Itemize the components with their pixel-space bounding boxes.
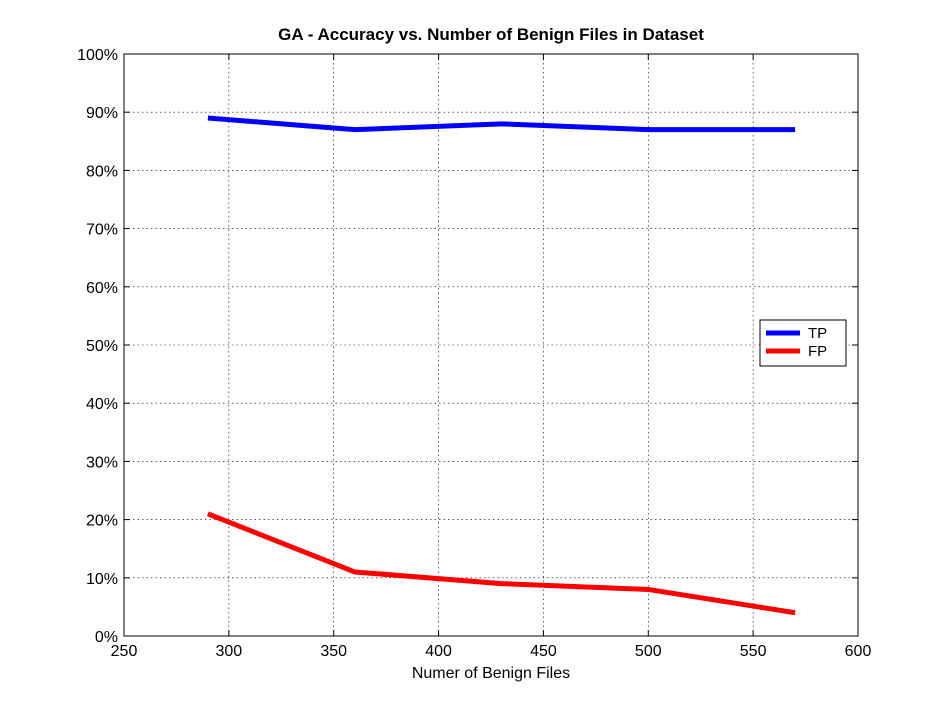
y-tick-label: 100% [77,47,118,64]
y-tick-label: 0% [95,629,118,646]
x-tick-label: 350 [320,643,347,660]
grid-lines [124,54,858,636]
x-tick-label: 550 [740,643,767,660]
y-tick-label: 20% [86,513,118,530]
x-axis-label: Numer of Benign Files [412,665,570,682]
chart-title: GA - Accuracy vs. Number of Benign Files… [278,25,704,44]
x-tick-label: 450 [530,643,557,660]
series-line-fp [206,511,796,616]
x-tick-label: 300 [216,643,243,660]
y-tick-label: 90% [86,105,118,122]
x-tick-label: 250 [111,643,138,660]
x-tick-label: 500 [635,643,662,660]
x-tick-label: 400 [425,643,452,660]
y-tick-label: 50% [86,338,118,355]
legend-box [759,319,847,367]
legend-label-tp: TP [808,325,827,342]
series-lines [206,115,796,616]
x-tick-label: 600 [845,643,872,660]
axis-ticks: 250 300 350 400 450 500 550 600 0% 10% 20% 30% 40% 50… [77,47,871,660]
series-line-tp [207,115,796,133]
y-tick-label: 10% [86,571,118,588]
y-tick-label: 70% [86,222,118,239]
y-tick-label: 40% [86,396,118,413]
y-tick-label: 80% [86,163,118,180]
legend-label-fp: FP [808,343,827,360]
y-tick-label: 60% [86,280,118,297]
y-tick-label: 30% [86,454,118,471]
